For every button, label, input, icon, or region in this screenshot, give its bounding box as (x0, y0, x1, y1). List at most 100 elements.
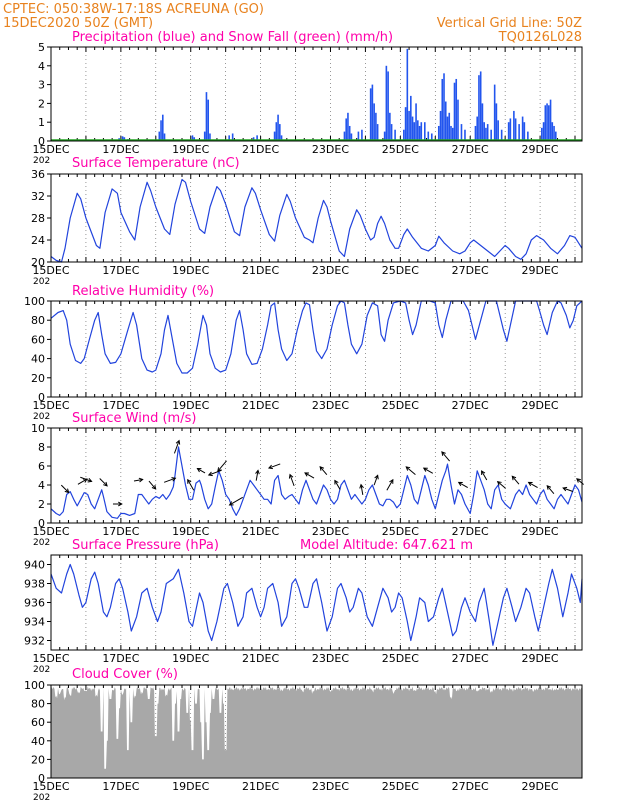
wind-arrow-head (457, 481, 463, 487)
wind-arrow-shaft (173, 440, 180, 454)
panel-surface-wind: Surface Wind (m/s) 0 2 4 6 8 10 15DEC 17DEC 19DEC… (31, 411, 584, 548)
wind-arrow (319, 465, 328, 476)
wind-arrow (576, 478, 584, 485)
wind-arrow-head (255, 469, 260, 475)
rh-xtick-label: 23DEC (312, 399, 349, 412)
wind-arrow (77, 478, 88, 485)
cloud-ytick-label: 60 (31, 716, 45, 729)
precip-bar (486, 124, 489, 141)
precip-bar (495, 103, 498, 141)
wind-arrow-shaft (497, 481, 506, 489)
wind-arrow-head (546, 484, 552, 490)
precip-ytick-label: 2 (38, 97, 45, 110)
precip-xtick-label: 15DEC (32, 143, 69, 156)
precip-bar (521, 116, 524, 141)
pres-ytick-label: 932 (24, 635, 45, 648)
wind-arrow (496, 480, 506, 489)
wind-arrow (196, 468, 206, 474)
precip-bar (542, 122, 545, 141)
precip-xtick-label: 17DEC (102, 143, 139, 156)
temp-ytick-label: 36 (31, 168, 45, 181)
precip-bar (451, 127, 454, 141)
wind-arrow-head (389, 478, 394, 484)
pres-x-year: 202 (33, 665, 50, 675)
pres-ytick-label: 940 (24, 559, 45, 572)
wind-arrow-head (441, 451, 446, 456)
precip-bar (439, 110, 442, 141)
wind-frame (50, 427, 583, 524)
cloud-xtick-label: 19DEC (172, 780, 209, 793)
precip-bar (553, 125, 555, 141)
wind-arrow-shaft (187, 479, 195, 491)
cloud-xtick-label: 17DEC (102, 780, 139, 793)
precip-bar (464, 129, 466, 141)
wind-arrow (187, 478, 195, 491)
cloud-xtick-label: 29DEC (522, 780, 559, 793)
wind-arrow (255, 469, 260, 481)
wind-arrow-head (228, 501, 234, 506)
cloud-ytick-label: 80 (31, 698, 45, 711)
rh-series-line (50, 300, 583, 374)
precip-bar (541, 127, 543, 141)
pres-title: Surface Pressure (hPa) (72, 538, 219, 553)
precip-bar (427, 131, 430, 141)
precip-bar (476, 116, 478, 141)
temp-ytick-label: 28 (31, 212, 45, 225)
wind-arrow-shaft (319, 466, 328, 476)
wind-arrow-shaft (546, 485, 555, 495)
precip-bar (437, 125, 440, 141)
wind-ytick-label: 8 (38, 441, 45, 454)
wind-arrow-shaft (60, 484, 70, 493)
wind-xtick-label: 29DEC (522, 525, 559, 538)
wind-arrow-head (118, 501, 123, 507)
wind-arrow-shaft (197, 468, 206, 474)
precip-bar (493, 84, 496, 141)
wind-arrow-head (334, 479, 339, 485)
panel-surface-temperature: Surface Temperature (nC) 20 24 28 32 36 15DEC 1… (31, 156, 583, 287)
pres-xtick-label: 25DEC (382, 652, 419, 665)
wind-arrow-shaft (386, 479, 394, 491)
pres-xtick-label: 17DEC (102, 652, 139, 665)
precip-bar (203, 131, 206, 141)
rh-ytick-label: 80 (31, 314, 45, 327)
rh-title: Relative Humidity (%) (72, 284, 214, 299)
wind-arrow (511, 475, 520, 485)
temp-xtick-label: 21DEC (242, 264, 279, 277)
rh-frame (50, 300, 583, 398)
precip-bar (441, 78, 444, 141)
wind-arrow-shaft (163, 477, 176, 483)
precip-bar (497, 120, 499, 141)
wind-arrow-shaft (334, 480, 341, 490)
wind-arrow-shaft (481, 470, 488, 481)
precip-ytick-label: 1 (38, 116, 45, 129)
pres-ytick-label: 934 (24, 616, 45, 629)
cloud-ytick-label: 0 (38, 772, 45, 785)
wind-arrow-head (319, 465, 325, 471)
precip-bar (527, 131, 529, 141)
precip-bar (383, 131, 386, 141)
wind-arrow (163, 477, 177, 483)
precip-bar (256, 135, 258, 141)
wind-arrow-head (576, 478, 581, 483)
precip-bar (361, 129, 363, 141)
wind-arrow-shaft (99, 478, 108, 487)
wind-arrow (133, 477, 144, 483)
wind-arrow-head (481, 470, 486, 476)
wind-arrow (546, 484, 555, 495)
wind-arrow-shaft (289, 474, 295, 487)
precip-bar (490, 129, 492, 141)
cloud-xtick-label: 21DEC (242, 780, 279, 793)
precip-bar (549, 99, 552, 141)
wind-arrow-head (405, 466, 411, 471)
temp-xtick-label: 27DEC (452, 264, 489, 277)
precip-bar (403, 129, 405, 141)
precip-bar (546, 103, 548, 141)
wind-arrow-shaft (528, 481, 538, 489)
precip-bar (348, 125, 351, 141)
precip-bar (375, 112, 377, 141)
wind-arrow-head (267, 464, 273, 470)
wind-arrow (304, 472, 315, 479)
panel-cloud-cover: Cloud Cover (%) 0 20 40 60 80 100 15DEC 17DEC 19D… (24, 667, 583, 800)
precip-bar (455, 78, 458, 141)
rh-ytick-label: 0 (38, 391, 45, 404)
